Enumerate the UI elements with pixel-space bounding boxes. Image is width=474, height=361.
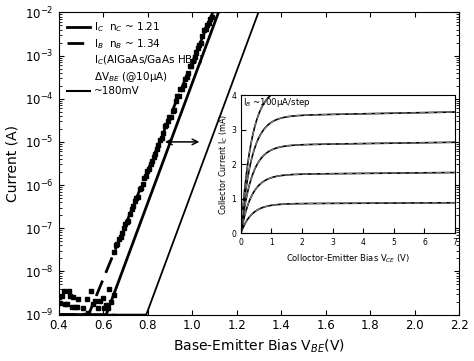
X-axis label: Base-Emitter Bias V$_{BE}$(V): Base-Emitter Bias V$_{BE}$(V) (173, 338, 345, 356)
Legend: I$_C$  n$_C$ ~ 1.21, I$_B$  n$_B$ ~ 1.34, I$_C$(AlGaAs/GaAs HBT), ΔV$_{BE}$ (@10: I$_C$ n$_C$ ~ 1.21, I$_B$ n$_B$ ~ 1.34, … (64, 18, 207, 99)
Y-axis label: Current (A): Current (A) (6, 125, 19, 202)
